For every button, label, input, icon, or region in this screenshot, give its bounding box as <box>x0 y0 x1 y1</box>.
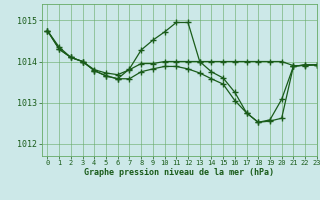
X-axis label: Graphe pression niveau de la mer (hPa): Graphe pression niveau de la mer (hPa) <box>84 168 274 177</box>
